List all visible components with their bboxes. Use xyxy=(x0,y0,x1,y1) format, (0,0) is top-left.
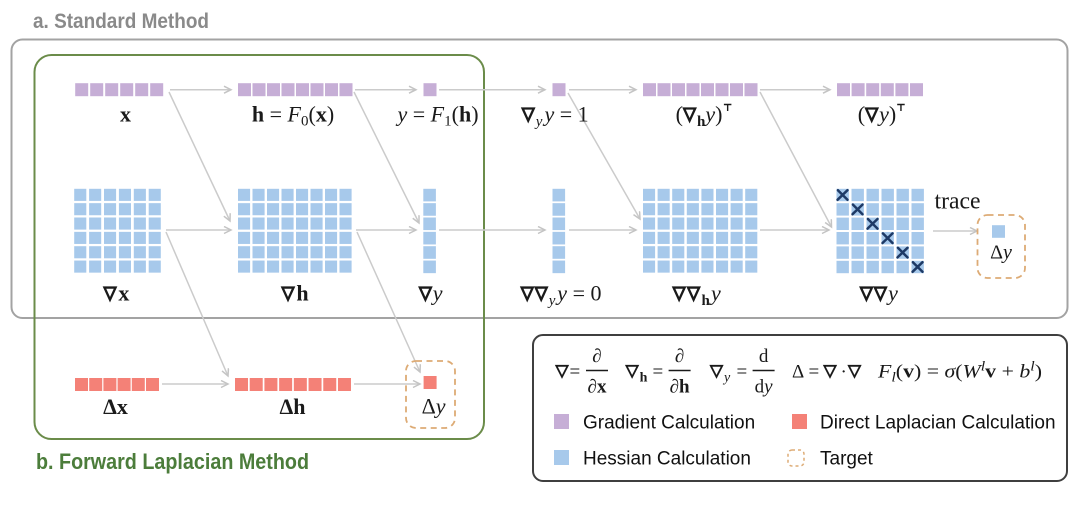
svg-text:Gradient Calculation: Gradient Calculation xyxy=(583,413,755,434)
svg-text:a. Standard Method: a. Standard Method xyxy=(33,10,209,33)
svg-text:∂h: ∂h xyxy=(670,377,690,398)
svg-text:dy: dy xyxy=(755,377,774,398)
svg-text:y: y xyxy=(431,281,443,306)
svg-text:y: y xyxy=(722,371,731,386)
svg-text:Hessian Calculation: Hessian Calculation xyxy=(583,449,751,470)
svg-text:h: h xyxy=(702,293,711,309)
svg-text:(: ( xyxy=(676,102,683,127)
svg-text:y: y xyxy=(709,281,721,306)
svg-text:=: = xyxy=(809,362,820,383)
svg-text:b. Forward Laplacian Method: b. Forward Laplacian Method xyxy=(36,449,309,474)
svg-text:trace: trace xyxy=(935,189,981,215)
svg-text:y = 0: y = 0 xyxy=(555,281,601,306)
svg-text:Δx: Δx xyxy=(103,394,128,419)
svg-text:=: = xyxy=(570,362,581,383)
svg-text:h: h xyxy=(697,114,706,130)
svg-text:y): y) xyxy=(877,102,896,127)
svg-text:x: x xyxy=(120,102,131,127)
svg-text:y = 1: y = 1 xyxy=(543,102,589,127)
svg-text:Fl(v) = σ(Wlv + bl): Fl(v) = σ(W lv + bl) xyxy=(877,360,1042,386)
svg-text:h = F0(x): h = F0(x) xyxy=(252,102,334,130)
svg-text:=: = xyxy=(737,362,748,383)
svg-text:Δy: Δy xyxy=(990,242,1012,264)
svg-text:y: y xyxy=(547,293,556,309)
svg-text:h: h xyxy=(296,281,308,306)
svg-text:y): y) xyxy=(703,102,722,127)
svg-text:Δy: Δy xyxy=(422,394,446,419)
svg-text:y: y xyxy=(534,114,543,130)
svg-text:·: · xyxy=(841,362,847,383)
svg-text:y = F1(h): y = F1(h) xyxy=(395,102,478,130)
svg-text:Δh: Δh xyxy=(279,394,305,419)
svg-text:∂: ∂ xyxy=(675,346,684,367)
svg-text:(: ( xyxy=(858,102,865,127)
svg-text:x: x xyxy=(118,281,129,306)
svg-text:Δ: Δ xyxy=(792,362,804,383)
svg-text:Target: Target xyxy=(820,449,874,470)
svg-text:∂x: ∂x xyxy=(588,377,607,398)
svg-text:Direct Laplacian Calculation: Direct Laplacian Calculation xyxy=(820,413,1056,434)
svg-text:∂: ∂ xyxy=(592,346,601,367)
svg-text:y: y xyxy=(886,281,898,306)
svg-text:h: h xyxy=(640,371,648,386)
svg-text:=: = xyxy=(653,362,664,383)
svg-text:d: d xyxy=(759,346,769,367)
